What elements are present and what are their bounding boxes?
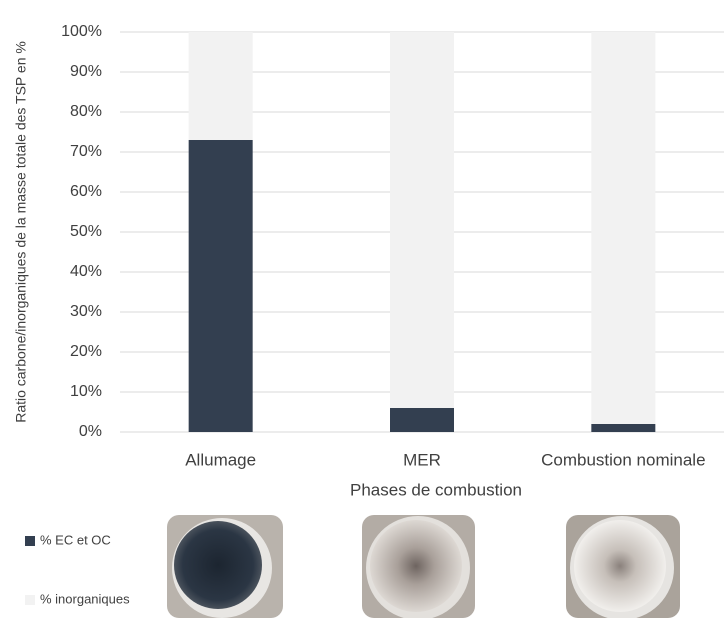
photos [167, 515, 680, 618]
y-tick-label: 90% [70, 63, 102, 80]
bar-segment [188, 32, 253, 140]
y-axis-title: Ratio carbone/inorganiques de la masse t… [13, 41, 29, 423]
x-axis-title: Phases de combustion [350, 480, 522, 499]
filter [174, 521, 262, 609]
y-tick-label: 100% [61, 23, 102, 40]
y-tick-label: 70% [70, 143, 102, 160]
filter [370, 520, 462, 612]
legend-label: % inorganiques [40, 591, 130, 606]
bar-segment [188, 140, 253, 432]
bar-segment [390, 408, 454, 432]
y-tick-label: 60% [70, 183, 102, 200]
y-tick-label: 10% [70, 383, 102, 400]
legend-label: % EC et OC [40, 532, 111, 547]
y-tick-label: 0% [79, 423, 102, 440]
y-tick-label: 50% [70, 223, 102, 240]
filter [574, 520, 666, 612]
y-tick-label: 20% [70, 343, 102, 360]
x-tick-label: Combustion nominale [541, 450, 705, 469]
y-tick-label: 30% [70, 303, 102, 320]
legend-swatch [25, 595, 35, 605]
legend-swatch [25, 536, 35, 546]
bar-segment [591, 32, 656, 424]
x-tick-label: Allumage [185, 450, 256, 469]
y-tick-label: 40% [70, 263, 102, 280]
y-tick-label: 80% [70, 103, 102, 120]
bar-segment [390, 32, 454, 408]
x-tick-label: MER [403, 450, 441, 469]
bar-segment [591, 424, 656, 432]
